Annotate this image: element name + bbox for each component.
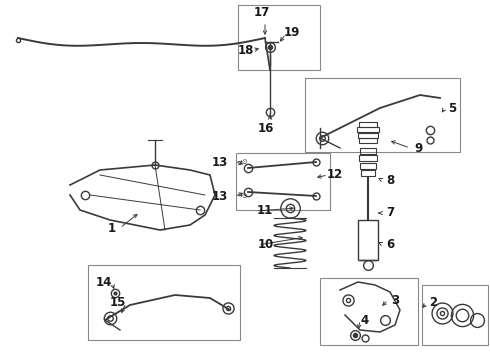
Text: 19: 19 (284, 27, 300, 40)
Text: 13: 13 (212, 156, 228, 168)
Text: 6: 6 (386, 238, 394, 251)
Bar (88, 265, 240, 340)
Text: 8: 8 (386, 174, 394, 186)
Text: 3: 3 (391, 293, 399, 306)
Text: 15: 15 (110, 297, 126, 310)
Text: 18: 18 (238, 44, 254, 57)
Text: 14: 14 (96, 276, 112, 289)
Bar (360, 148, 376, 154)
Text: 1: 1 (108, 221, 116, 234)
Bar (359, 138, 377, 143)
Bar (359, 155, 377, 161)
Text: →⊙: →⊙ (237, 159, 249, 165)
Text: 16: 16 (258, 122, 274, 135)
Bar (305, 78, 460, 152)
Text: 7: 7 (386, 207, 394, 220)
Bar (357, 127, 379, 132)
Text: 12: 12 (327, 168, 343, 181)
Text: 11: 11 (257, 204, 273, 217)
Bar (358, 220, 378, 260)
Text: 9: 9 (414, 141, 422, 154)
Bar (360, 163, 376, 169)
Text: 4: 4 (361, 314, 369, 327)
Bar (422, 285, 488, 345)
Bar (359, 122, 377, 127)
Bar (361, 170, 375, 176)
Text: 10: 10 (258, 238, 274, 252)
Text: 17: 17 (254, 6, 270, 19)
Text: →⊙: →⊙ (237, 193, 249, 199)
Bar (236, 153, 330, 210)
Text: 5: 5 (448, 102, 456, 114)
Bar (358, 133, 378, 138)
Bar (238, 5, 320, 70)
Bar (320, 278, 418, 345)
Text: 2: 2 (429, 297, 437, 310)
Text: 13: 13 (212, 189, 228, 202)
